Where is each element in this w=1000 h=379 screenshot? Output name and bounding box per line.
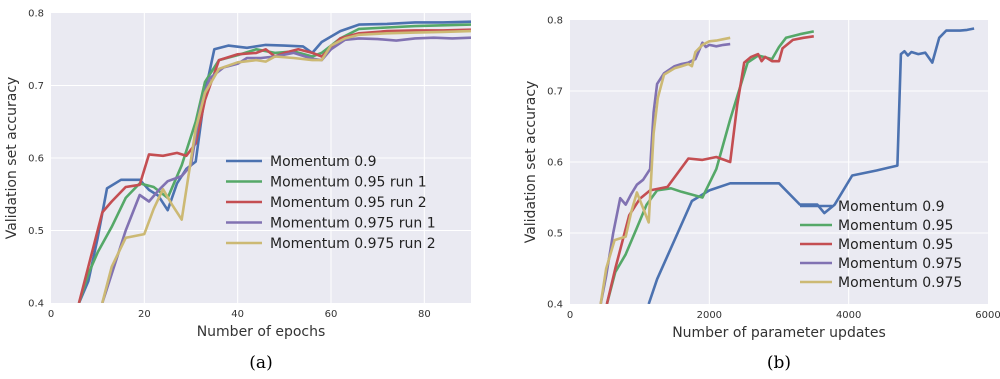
x-tick-label: 0 [48, 309, 54, 320]
legend-entry-4: Momentum 0.975 [838, 256, 962, 272]
series-line-5 [101, 29, 471, 303]
series-line-5 [599, 36, 731, 304]
series-line-4 [101, 36, 471, 303]
legend: Momentum 0.9 Momentum 0.95 run 1 Momentum … [226, 154, 436, 252]
chart-b: 0 2000 4000 6000 0.4 0.5 0.6 0.7 0.8 Number of pa… [523, 16, 1000, 374]
x-tick-label: 4000 [836, 310, 861, 321]
x-axis-label: Number of parameter updates [672, 325, 886, 341]
y-tick-label: 0.8 [28, 9, 44, 20]
x-tick-label: 0 [567, 310, 573, 321]
y-tick-label: 0.6 [28, 154, 44, 165]
panel-caption: (a) [249, 353, 272, 373]
legend-entry-2: Momentum 0.95 [838, 218, 953, 234]
panel-caption: (b) [767, 353, 791, 373]
x-tick-label: 60 [325, 309, 338, 320]
x-tick-label: 6000 [975, 310, 1000, 321]
legend-entry-1: Momentum 0.9 [838, 199, 944, 215]
x-tick-label: 40 [231, 309, 244, 320]
y-tick-label: 0.6 [547, 158, 563, 169]
legend-entry-5: Momentum 0.975 [838, 275, 962, 291]
y-tick-label: 0.4 [547, 300, 563, 311]
series-line-3 [605, 35, 814, 304]
x-tick-label: 2000 [697, 310, 722, 321]
y-tick-label: 0.4 [28, 299, 44, 310]
x-tick-label: 20 [138, 309, 151, 320]
series-line-1 [77, 20, 471, 303]
series-line-1 [647, 27, 975, 304]
y-tick-label: 0.7 [28, 81, 44, 92]
legend-entry-5: Momentum 0.975 run 2 [270, 236, 436, 252]
legend-entry-3: Momentum 0.95 [838, 237, 953, 253]
series-lines [77, 20, 471, 303]
y-tick-label: 0.5 [547, 229, 563, 240]
y-tick-label: 0.5 [28, 226, 44, 237]
chart-a: 0 20 40 60 80 0.4 0.5 0.6 0.7 0.8 Number of epochs… [4, 9, 471, 373]
legend: Momentum 0.9 Momentum 0.95 Momentum 0.95 Mo… [800, 199, 962, 291]
legend-entry-2: Momentum 0.95 run 1 [270, 175, 427, 191]
series-line-4 [599, 41, 731, 304]
legend-entry-3: Momentum 0.95 run 2 [270, 195, 427, 211]
legend-entry-4: Momentum 0.975 run 1 [270, 216, 436, 232]
y-axis-label: Validation set accuracy [523, 81, 539, 244]
y-tick-label: 0.7 [547, 87, 563, 98]
legend-entry-1: Momentum 0.9 [270, 154, 376, 170]
series-lines [599, 27, 975, 304]
x-axis-label: Number of epochs [197, 324, 326, 340]
x-tick-label: 80 [418, 309, 431, 320]
y-tick-label: 0.8 [547, 16, 563, 27]
series-line-2 [605, 30, 815, 304]
y-axis-label: Validation set accuracy [4, 77, 20, 240]
series-line-3 [77, 28, 471, 303]
